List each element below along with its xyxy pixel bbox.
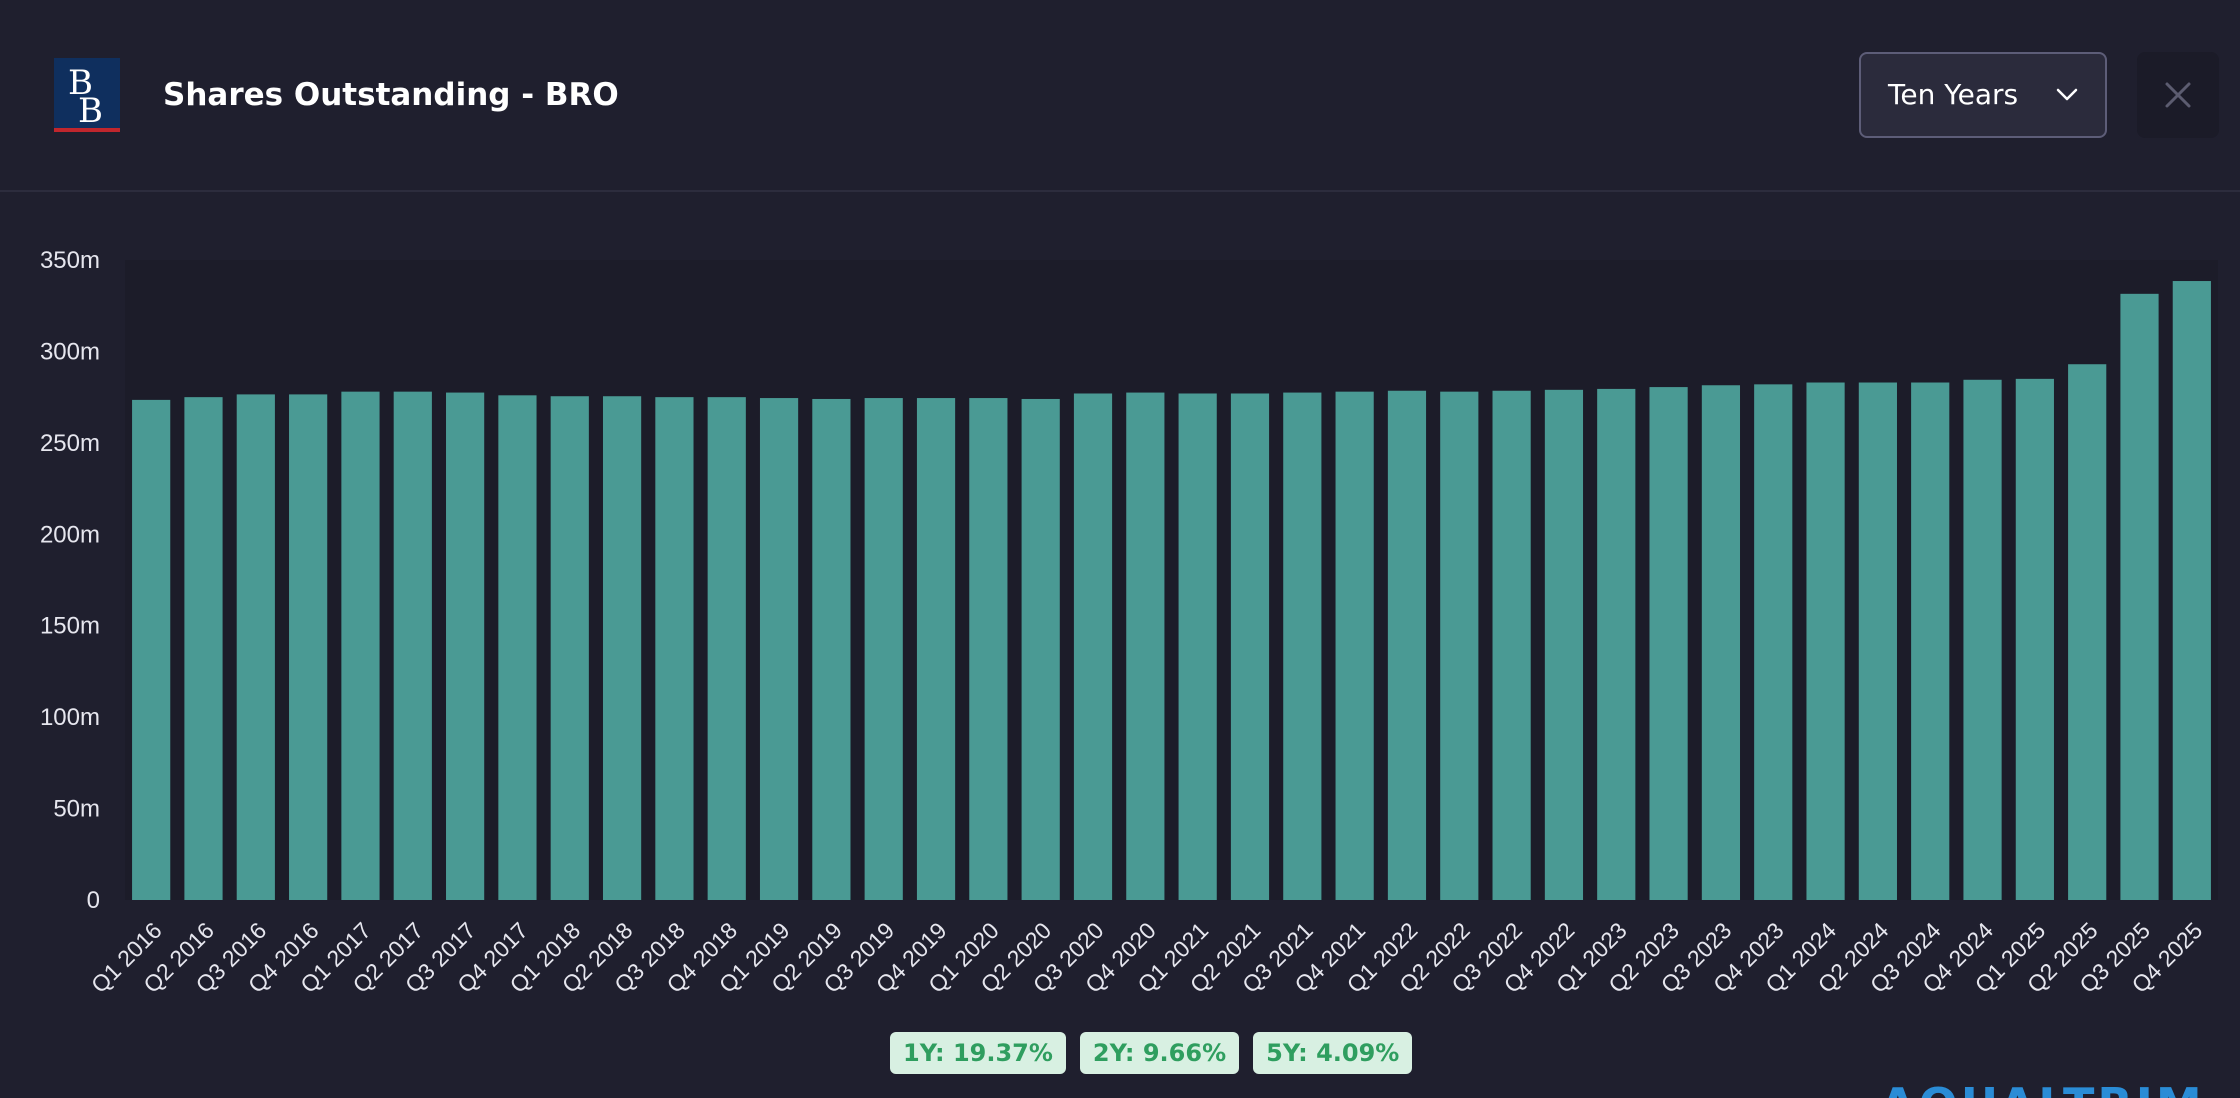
chart-bar[interactable] <box>916 398 956 900</box>
growth-badges: 1Y: 19.37% 2Y: 9.66% 5Y: 4.09% <box>890 1032 1413 1074</box>
chart-bar[interactable] <box>602 396 642 900</box>
chart-bar[interactable] <box>1230 393 1270 900</box>
chart-bar[interactable] <box>1754 384 1793 900</box>
chart-bar[interactable] <box>393 391 432 900</box>
chart-bar[interactable] <box>864 398 903 900</box>
chart-bar[interactable] <box>1492 390 1531 900</box>
modal-header: B B Shares Outstanding - BRO Ten Years <box>0 0 2240 192</box>
growth-badge-5y: 5Y: 4.09% <box>1253 1032 1413 1074</box>
chart-bar[interactable] <box>1649 387 1688 900</box>
svg-text:B: B <box>68 63 93 103</box>
y-tick-label: 350m <box>40 247 100 274</box>
watermark-text: AQUALTRIM <box>1880 1078 2205 1098</box>
chart-bar[interactable] <box>184 397 223 900</box>
chart-bar[interactable] <box>498 395 537 900</box>
chart-bar[interactable] <box>1021 398 1060 900</box>
y-tick-label: 300m <box>40 338 100 365</box>
chart-bar[interactable] <box>236 394 275 900</box>
y-tick-label: 200m <box>40 521 100 548</box>
watermark: AQUALTRIM <box>1880 1072 2240 1098</box>
plot-area <box>125 260 2218 900</box>
y-tick-label: 0 <box>87 887 100 914</box>
close-icon <box>2165 82 2191 108</box>
chart-bar[interactable] <box>341 391 380 900</box>
brand-logo-icon: B B <box>54 58 120 132</box>
y-tick-label: 250m <box>40 430 100 457</box>
range-select[interactable]: Ten Years <box>1859 52 2107 138</box>
chart-bar[interactable] <box>1911 382 1950 900</box>
y-tick-label: 50m <box>53 796 100 823</box>
chart-bar[interactable] <box>655 397 694 900</box>
chart-bar[interactable] <box>2068 364 2107 900</box>
chart-bar[interactable] <box>2172 281 2211 900</box>
page-title: Shares Outstanding - BRO <box>163 77 619 113</box>
chart-bar[interactable] <box>1387 390 1427 900</box>
chart-bar[interactable] <box>2015 378 2054 900</box>
chart-bar[interactable] <box>1073 393 1113 900</box>
chart-bar[interactable] <box>812 398 851 900</box>
chart-bar[interactable] <box>707 397 746 900</box>
chart-bar[interactable] <box>1126 392 1165 900</box>
chart-bar[interactable] <box>132 399 171 900</box>
y-tick-label: 150m <box>40 613 100 640</box>
chart-bar[interactable] <box>759 398 799 900</box>
chart-bar[interactable] <box>1597 388 1636 900</box>
growth-badge-1y: 1Y: 19.37% <box>890 1032 1066 1074</box>
chevron-down-icon <box>2056 88 2078 101</box>
chart-bar[interactable] <box>446 392 485 900</box>
chart-bar[interactable] <box>1440 391 1479 900</box>
chart-bar[interactable] <box>1963 379 2002 900</box>
chart-bar[interactable] <box>2120 293 2159 900</box>
range-select-value: Ten Years <box>1888 78 2019 111</box>
growth-badge-2y: 2Y: 9.66% <box>1079 1032 1240 1074</box>
chart-bar[interactable] <box>1701 385 1741 900</box>
svg-text:B: B <box>78 91 103 128</box>
chart-bar[interactable] <box>1335 391 1374 900</box>
chart-bar[interactable] <box>969 398 1008 900</box>
chart-bar[interactable] <box>550 396 589 900</box>
chart-bar[interactable] <box>1806 382 1845 900</box>
chart-bar[interactable] <box>1544 389 1584 900</box>
chart-bar[interactable] <box>1283 392 1322 900</box>
y-tick-label: 100m <box>40 704 100 731</box>
close-button[interactable] <box>2137 52 2219 138</box>
chart-bar[interactable] <box>1178 393 1217 900</box>
chart-bar[interactable] <box>289 394 328 900</box>
chart-bar[interactable] <box>1858 382 1897 900</box>
shares-outstanding-chart: 0 50m 100m 150m 200m 250m 300m 350m Q1 2016 Q2 20… <box>0 192 2240 1012</box>
